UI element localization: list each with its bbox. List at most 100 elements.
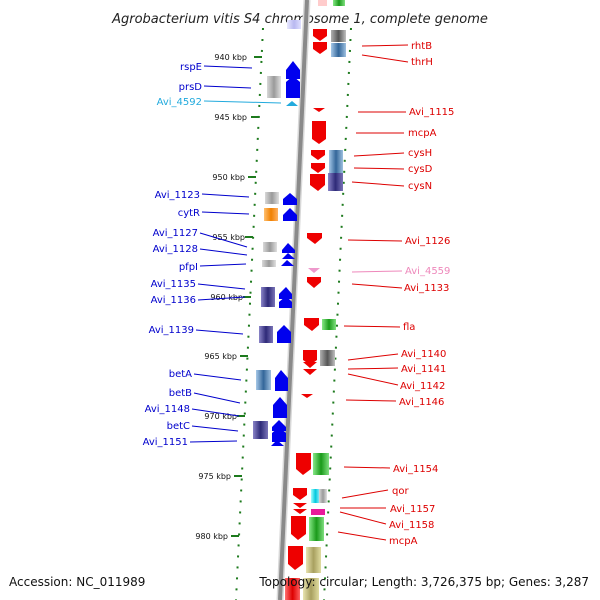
gene-arrow-rspe[interactable] — [286, 61, 300, 79]
gene-label-rhtb[interactable]: rhtB — [411, 41, 432, 52]
gene-feature[interactable] — [311, 489, 320, 503]
gene-arrow-avi-1139[interactable] — [277, 325, 291, 343]
gene-label-mcpa[interactable]: mcpA — [408, 128, 437, 139]
gene-label-avi-1127[interactable]: Avi_1127 — [153, 228, 198, 239]
gene-feature[interactable] — [265, 192, 279, 204]
gene-feature[interactable] — [253, 421, 268, 439]
gene-arrow-avi-1158[interactable] — [293, 509, 307, 514]
gene-feature[interactable] — [322, 319, 336, 330]
gene-feature[interactable] — [320, 350, 335, 366]
gene-arrow-avi-1126[interactable] — [307, 233, 322, 244]
gene-feature[interactable] — [329, 161, 343, 173]
gene-label-avi-4559[interactable]: Avi_4559 — [405, 266, 450, 277]
gene-arrow-prsd[interactable] — [286, 76, 300, 98]
gene-arrow-pfpi[interactable] — [281, 260, 294, 266]
gene-arrow-avi-1123[interactable] — [283, 193, 297, 205]
gene-arrow-avi-1141[interactable] — [303, 362, 317, 368]
gene-label-betb[interactable]: betB — [169, 388, 192, 399]
gene-label-cysh[interactable]: cysH — [408, 148, 432, 159]
gene-label-mcpa-2[interactable]: mcpA — [389, 536, 418, 547]
gene-label-cytr[interactable]: cytR — [178, 208, 200, 219]
gene-label-avi-1142[interactable]: Avi_1142 — [400, 381, 445, 392]
gene-arrow-avi-1128[interactable] — [282, 253, 295, 259]
gene-feature[interactable] — [309, 517, 324, 541]
gene-arrow-avi-1140[interactable] — [303, 350, 317, 365]
gene-arrow-cysd[interactable] — [311, 163, 325, 173]
gene-feature[interactable] — [306, 547, 321, 573]
gene-arrow-avi-1135[interactable] — [279, 287, 292, 299]
gene-arrow-avi-1157[interactable] — [293, 503, 307, 508]
gene-arrow-rhtb[interactable] — [313, 29, 327, 41]
gene-label-avi-4592[interactable]: Avi_4592 — [157, 97, 202, 108]
gene-arrow-avi-4559[interactable] — [308, 268, 320, 273]
gene-label-avi-1154[interactable]: Avi_1154 — [393, 464, 438, 475]
gene-label-cysn[interactable]: cysN — [408, 181, 432, 192]
gene-feature[interactable] — [264, 208, 278, 221]
gene-feature[interactable] — [319, 489, 327, 503]
gene-label-avi-1140[interactable]: Avi_1140 — [401, 349, 446, 360]
gene-feature[interactable] — [256, 370, 271, 390]
gene-label-avi-1146[interactable]: Avi_1146 — [399, 397, 444, 408]
gene-label-fla[interactable]: fla — [403, 322, 415, 333]
gene-label-avi-1141[interactable]: Avi_1141 — [401, 364, 446, 375]
gene-feature[interactable] — [311, 509, 325, 515]
gene-feature[interactable] — [287, 20, 301, 29]
gene-arrow-avi-4592[interactable] — [286, 101, 298, 106]
gene-arrow-avi-1154[interactable] — [296, 453, 311, 475]
gene-label-avi-1151[interactable]: Avi_1151 — [143, 437, 188, 448]
gene-arrow-cysn[interactable] — [310, 174, 325, 191]
gene-label-pfpi[interactable]: pfpI — [179, 262, 198, 273]
gene-label-rspe[interactable]: rspE — [180, 62, 202, 73]
gene-feature[interactable] — [303, 578, 319, 600]
gene-arrow-mcpa-2[interactable] — [291, 516, 306, 540]
gene-arrow-avi-1146[interactable] — [301, 394, 313, 398]
gene-arrow-avi-1133[interactable] — [307, 277, 321, 288]
gene-arrow-thrh[interactable] — [313, 42, 327, 54]
gene-label-avi-1157[interactable]: Avi_1157 — [390, 504, 435, 515]
gene-label-betc[interactable]: betC — [167, 421, 190, 432]
gene-label-avi-1139[interactable]: Avi_1139 — [149, 325, 194, 336]
gene-arrow-avi-1115[interactable] — [313, 108, 325, 112]
gene-arrow-fla[interactable] — [304, 318, 319, 331]
gene-arrow[interactable] — [288, 546, 303, 570]
gene-feature[interactable] — [261, 287, 275, 307]
gene-arrow-betc[interactable] — [272, 427, 286, 442]
gene-arrow-mcpa[interactable] — [312, 121, 326, 144]
gene-feature[interactable] — [333, 0, 345, 6]
gene-label-avi-1135[interactable]: Avi_1135 — [151, 279, 196, 290]
gene-feature[interactable] — [328, 173, 343, 191]
gene-label-prsd[interactable]: prsD — [179, 82, 203, 93]
gene-feature[interactable] — [259, 326, 273, 343]
gene-label-cysd[interactable]: cysD — [408, 164, 433, 175]
gene-label-avi-1136[interactable]: Avi_1136 — [151, 295, 196, 306]
gene-arrow-avi-1142[interactable] — [303, 369, 317, 375]
gene-label-qor[interactable]: qor — [392, 486, 409, 497]
gene-arrow-qor[interactable] — [293, 488, 307, 500]
gene-arrow-cytr[interactable] — [283, 208, 297, 221]
gene-feature[interactable] — [267, 76, 281, 98]
gene-label-avi-1133[interactable]: Avi_1133 — [404, 283, 449, 294]
gene-arrow-avi-1127[interactable] — [282, 243, 295, 253]
gene-arrow-cysh[interactable] — [311, 150, 325, 160]
gene-label-avi-1126[interactable]: Avi_1126 — [405, 236, 450, 247]
gene-feature[interactable] — [262, 260, 276, 267]
gene-feature[interactable] — [331, 30, 346, 42]
gene-label-avi-1148[interactable]: Avi_1148 — [145, 404, 190, 415]
gene-feature[interactable] — [318, 0, 327, 6]
gene-label-avi-1128[interactable]: Avi_1128 — [153, 244, 198, 255]
gene-feature[interactable] — [285, 578, 300, 600]
gene-feature[interactable] — [329, 150, 343, 161]
gene-arrow-betb[interactable] — [273, 397, 287, 418]
gene-arrow-avi-1148[interactable] — [272, 420, 286, 431]
gene-label-avi-1115[interactable]: Avi_1115 — [409, 107, 454, 118]
gene-label-avi-1123[interactable]: Avi_1123 — [155, 190, 200, 201]
gene-label-beta[interactable]: betA — [169, 369, 192, 380]
gene-arrow-avi-1151[interactable] — [271, 440, 284, 446]
gene-label-thrh[interactable]: thrH — [411, 57, 433, 68]
gene-feature[interactable] — [263, 242, 277, 252]
gene-feature[interactable] — [331, 43, 346, 57]
gene-arrow-avi-1136[interactable] — [279, 296, 292, 308]
gene-feature[interactable] — [313, 453, 329, 475]
gene-arrow-beta[interactable] — [275, 370, 288, 391]
gene-label-avi-1158[interactable]: Avi_1158 — [389, 520, 434, 531]
